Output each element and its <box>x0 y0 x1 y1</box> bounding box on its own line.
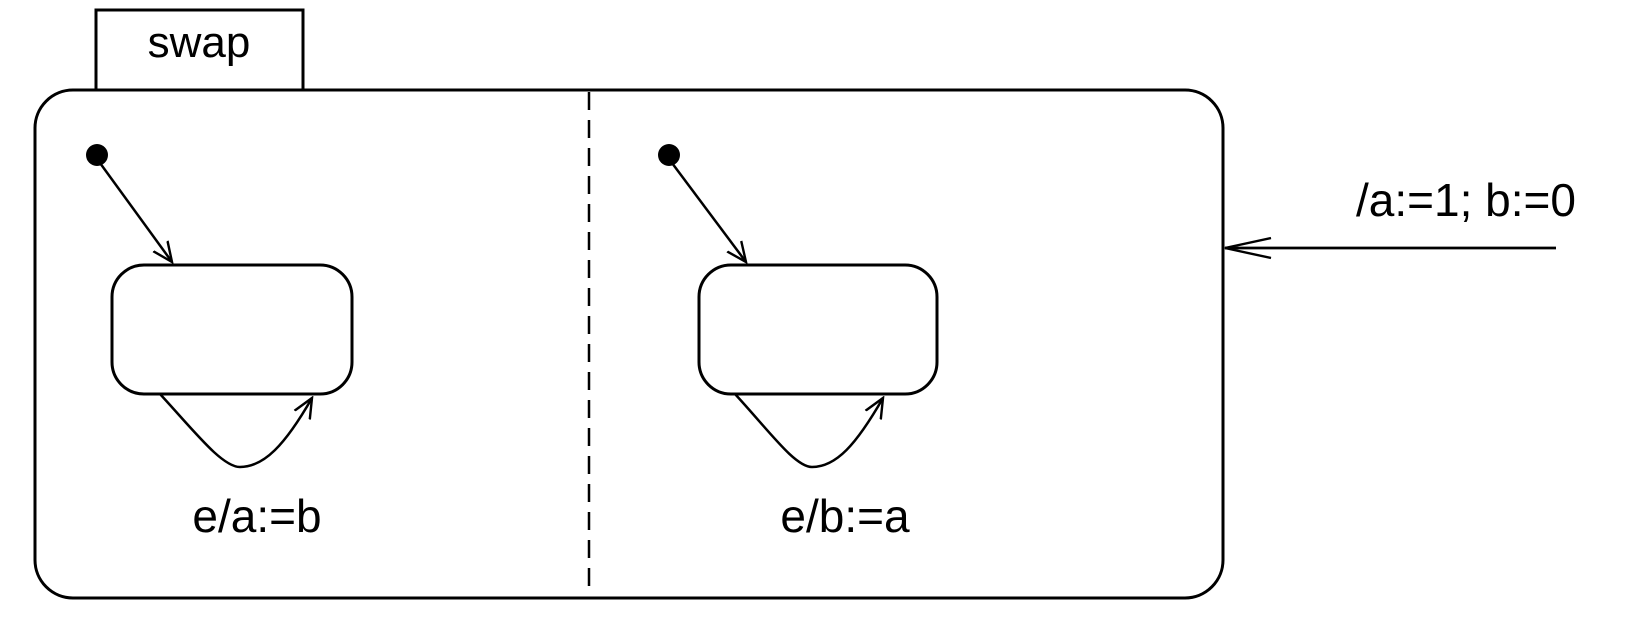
simple-state <box>697 263 939 396</box>
initial-transition-arrow <box>98 162 172 262</box>
initial-pseudostate <box>658 144 680 166</box>
self-transition-arrow <box>734 393 883 469</box>
composite-state-swap <box>33 88 1225 600</box>
state-name: swap <box>148 18 251 67</box>
transition-label: e/b:=a <box>780 490 910 542</box>
entry-transition-label: /a:=1; b:=0 <box>1356 174 1576 226</box>
initial-transition-arrow <box>670 162 746 262</box>
region-right: e/b:=a <box>658 144 939 542</box>
initial-pseudostate <box>86 144 108 166</box>
simple-state <box>110 263 354 396</box>
state-name-tab <box>94 8 305 92</box>
transition-label: e/a:=b <box>192 490 321 542</box>
region-left: e/a:=b <box>86 144 354 542</box>
self-transition-arrow <box>159 393 312 469</box>
